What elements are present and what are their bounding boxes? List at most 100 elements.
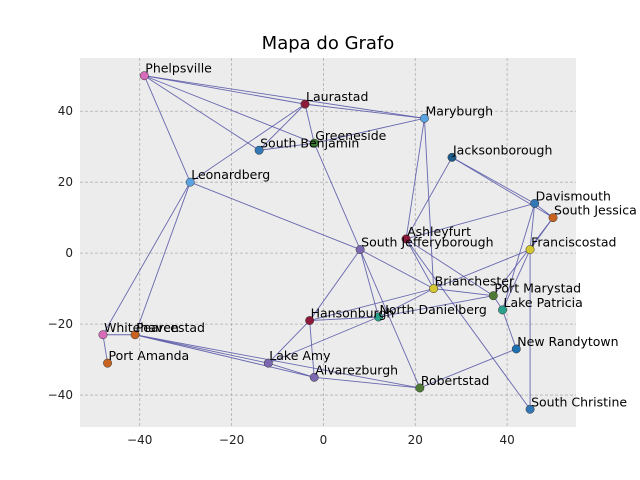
graph-node (488, 291, 498, 301)
graph-edge (502, 249, 531, 311)
graph-edge (258, 103, 306, 151)
graph-edge (135, 334, 269, 364)
y-tick-label: 0 (65, 246, 73, 260)
graph-edge (267, 320, 310, 364)
graph-node (130, 330, 140, 340)
graph-edge (102, 334, 108, 364)
node-label: Franciscostad (531, 235, 616, 250)
y-tick-label: 40 (58, 104, 73, 118)
node-label: Alvarezburgh (315, 362, 398, 377)
graph-edge (405, 238, 435, 289)
graph-edge (135, 334, 420, 389)
graph-node (355, 245, 365, 255)
graph-edge (433, 288, 494, 297)
node-label: South Jessica (554, 203, 637, 218)
graph-edge (309, 316, 379, 322)
graph-node (305, 316, 315, 326)
graph-edge (304, 103, 425, 119)
graph-node (419, 113, 429, 123)
x-tick-label: 20 (408, 433, 423, 447)
y-tick-label: 20 (58, 175, 73, 189)
graph-node (530, 199, 540, 208)
graph-edge (190, 181, 361, 251)
graph-node (254, 145, 264, 155)
graph-edge (313, 142, 361, 250)
graph-edge (268, 362, 315, 378)
graph-node (185, 177, 195, 187)
node-label: Pearcestad (136, 320, 205, 335)
plot-area (80, 58, 576, 427)
graph-edge (102, 181, 191, 335)
graph-edge (359, 249, 434, 290)
graph-node (447, 152, 457, 162)
graph-node (525, 245, 535, 255)
graph-node (374, 312, 383, 322)
graph-edge (359, 249, 379, 318)
graph-edge (144, 75, 260, 151)
graph-node (401, 234, 411, 244)
graph-edge (314, 117, 425, 144)
nodes (98, 71, 558, 414)
node-label: Robertstad (421, 373, 489, 388)
graph-edge (144, 75, 306, 105)
graph-edge (451, 156, 535, 204)
graph-edge (405, 157, 453, 240)
graph-edge (433, 249, 531, 290)
graph-edge (309, 288, 434, 321)
graph-edge (144, 75, 315, 144)
graph-edge (502, 203, 536, 311)
node-label: South Christine (531, 394, 627, 409)
x-tick-label: 40 (499, 433, 514, 447)
node-label: Greeneside (315, 128, 386, 143)
graph-edge (405, 203, 535, 240)
graph-edge (529, 203, 536, 250)
graph-node (309, 372, 319, 382)
tick-labels: −40 −20 0 20 40 −40 −20 0 20 40 (48, 104, 515, 447)
graph-node (139, 71, 149, 81)
graph-edge (419, 348, 517, 389)
node-label: Leonardberg (191, 167, 270, 182)
graph-node (103, 358, 113, 368)
node-label: Maryburgh (425, 103, 493, 118)
node-label: Port Amanda (109, 348, 190, 363)
y-tick-label: −20 (48, 317, 73, 331)
node-label: Hansonburgh (311, 306, 395, 321)
graph-edge (143, 75, 191, 183)
graph-node (98, 330, 108, 340)
graph-edge (378, 288, 434, 318)
node-label: Port Marystad (494, 281, 581, 296)
node-label: South Benjamin (260, 135, 359, 150)
graph-node (511, 344, 521, 354)
node-label: Lake Patricia (504, 295, 583, 310)
node-labels: PhelpsvilleLaurastadMaryburghGreenesideS… (104, 61, 637, 410)
graph-edge (314, 376, 420, 389)
graph-edge (268, 316, 379, 364)
graph-edge (259, 142, 315, 151)
graph-edge (405, 238, 494, 297)
graph-edge (502, 309, 517, 350)
graph-node (498, 305, 507, 315)
node-label: Whitehaven (104, 320, 179, 335)
graph-edge (405, 118, 425, 240)
graph-edge (309, 249, 361, 321)
graph-node (525, 404, 535, 414)
x-tick-label: −40 (127, 433, 152, 447)
graph-node (300, 99, 310, 109)
graph-node (415, 383, 425, 393)
x-tick-label: 0 (320, 433, 328, 447)
node-label: Lake Amy (269, 348, 331, 363)
grid-lines (80, 58, 576, 427)
node-label: New Randytown (517, 334, 618, 349)
node-label: Laurastad (306, 89, 368, 104)
node-label: Brianchester (435, 274, 515, 289)
x-tick-label: −20 (219, 433, 244, 447)
node-label: Davismouth (536, 188, 611, 203)
graph-edge (405, 238, 531, 410)
graph-edge (378, 295, 494, 318)
graph-node (429, 284, 439, 294)
graph-edge (423, 118, 435, 289)
edges (102, 75, 554, 410)
graph-edge (492, 217, 554, 296)
node-label: North Danielberg (380, 302, 487, 317)
